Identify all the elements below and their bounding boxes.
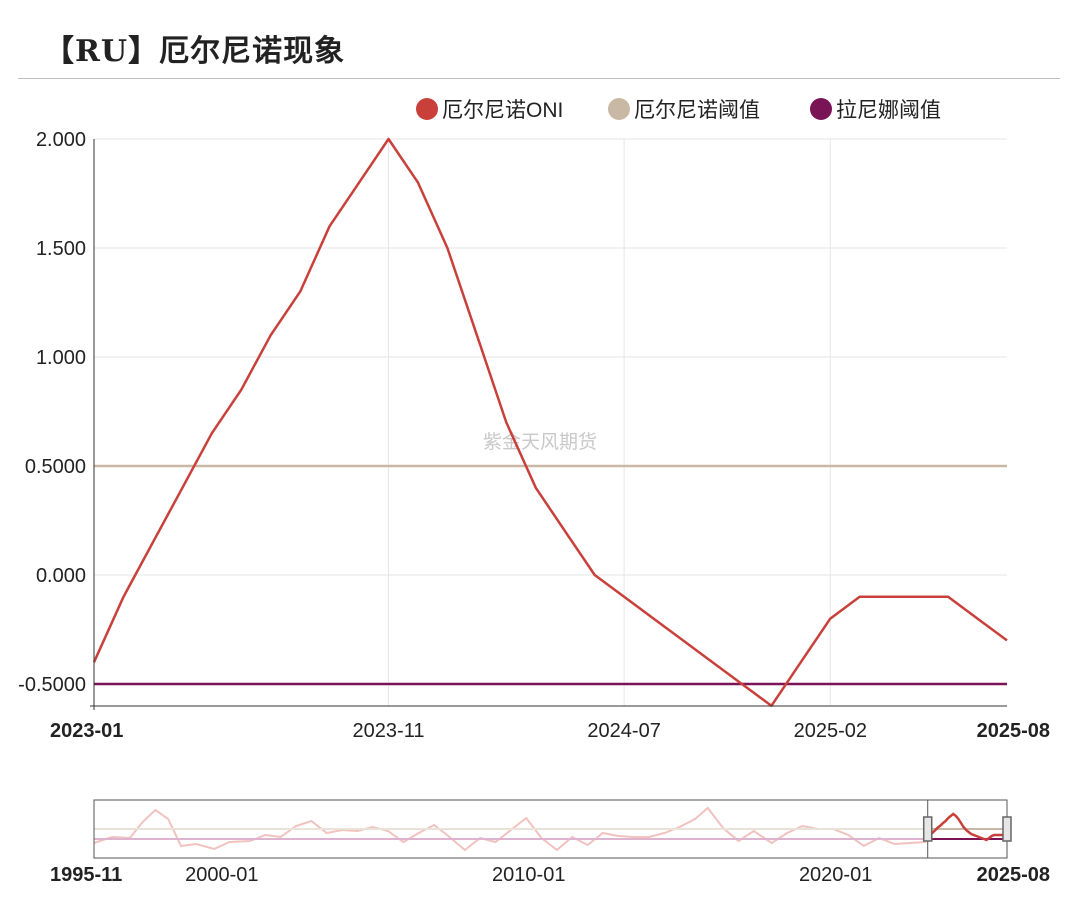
legend-label: 厄尔尼诺阈值 <box>634 99 760 122</box>
overview-unselected-area <box>93 799 929 859</box>
y-tick-label: -0.5000 <box>18 674 86 696</box>
overview-start-handle[interactable] <box>922 816 933 842</box>
threshold-lines <box>94 464 1007 686</box>
legend-label: 拉尼娜阈值 <box>836 99 941 122</box>
overview-selected-oni-line <box>926 812 1008 842</box>
legend-marker <box>810 98 832 120</box>
overview-tick-label: 1995-11 <box>50 864 122 886</box>
overview-tick-label: 2000-01 <box>185 864 258 886</box>
x-tick-label: 2023-11 <box>353 720 425 742</box>
title-divider <box>18 78 1060 79</box>
x-tick-label: 2023-01 <box>50 720 123 742</box>
legend-item[interactable]: 厄尔尼诺阈值 <box>608 98 760 122</box>
overview-tick-label: 2025-08 <box>977 864 1050 886</box>
y-tick-label: 1.000 <box>36 347 86 369</box>
series-lines <box>92 137 1008 708</box>
y-tick-label: 0.000 <box>36 565 86 587</box>
legend[interactable]: 厄尔尼诺ONI 厄尔尼诺阈值 拉尼娜阈值 <box>416 98 941 122</box>
legend-item[interactable]: 拉尼娜阈值 <box>810 98 941 122</box>
overview-slider[interactable]: 1995-11 2000-01 2010-01 2020-01 2025-08 <box>50 799 1050 886</box>
overview-tick-label: 2020-01 <box>799 864 872 886</box>
overview-tick-label: 2010-01 <box>492 864 565 886</box>
x-tick-label: 2025-02 <box>794 720 867 742</box>
legend-item[interactable]: 厄尔尼诺ONI <box>416 98 563 122</box>
legend-marker <box>608 98 630 120</box>
x-tick-label: 2025-08 <box>977 720 1050 742</box>
oni-series-line <box>92 137 1008 708</box>
overview-end-handle[interactable] <box>1002 816 1012 842</box>
y-tick-label: 1.500 <box>36 238 86 260</box>
y-tick-label: 2.000 <box>36 129 86 151</box>
x-tick-label: 2024-07 <box>587 720 660 742</box>
watermark-text: 紫金天风期货 <box>483 431 597 453</box>
axes: 2.000 1.500 1.000 0.5000 0.000 -0.5000 2023-01… <box>18 129 1050 742</box>
legend-marker <box>416 98 438 120</box>
y-tick-label: 0.5000 <box>25 456 86 478</box>
page-title: 【RU】厄尔尼诺现象 <box>44 34 346 69</box>
legend-label: 厄尔尼诺ONI <box>442 99 563 122</box>
grid <box>94 138 1007 706</box>
